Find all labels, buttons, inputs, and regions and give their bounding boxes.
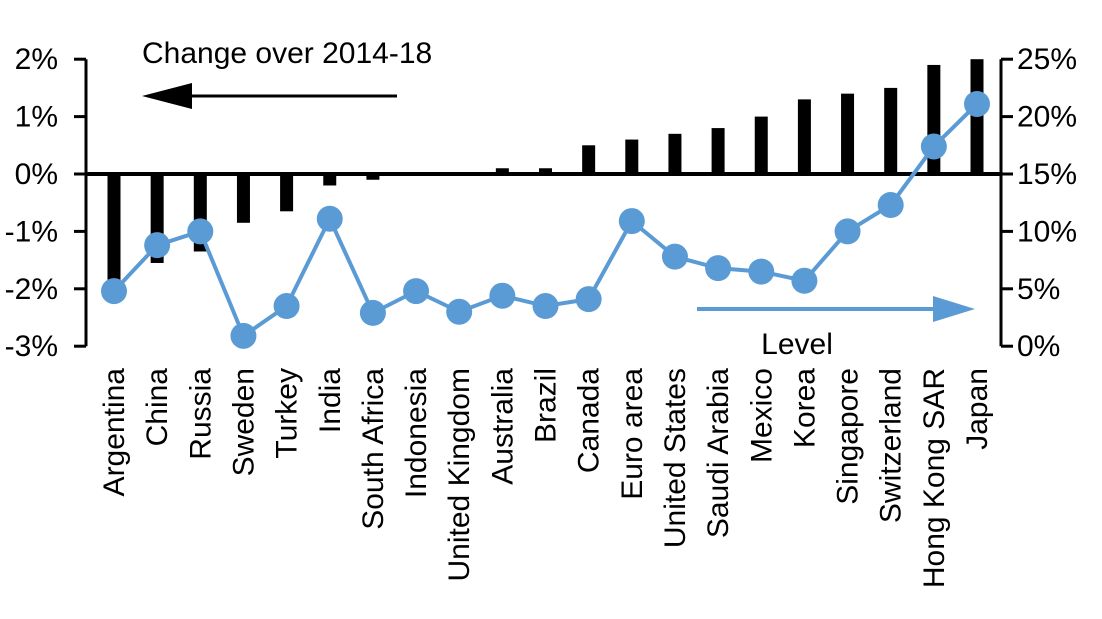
level-dot-china xyxy=(144,232,171,259)
level-dot-canada xyxy=(575,286,602,313)
level-dot-india xyxy=(316,205,343,232)
line-series-level xyxy=(101,90,990,349)
bar-mexico xyxy=(754,116,768,174)
left-axis-tick-label-0: 2% xyxy=(15,43,58,76)
level-dot-united-kingdom xyxy=(446,298,473,325)
level-dot-hong-kong-sar xyxy=(920,133,947,160)
x-label-china: China xyxy=(141,368,174,447)
level-dot-saudi-arabia xyxy=(705,255,732,282)
x-label-japan: Japan xyxy=(961,368,994,450)
right-axis-tick-label-0: 25% xyxy=(1017,43,1077,76)
x-axis-category-labels: Argentina China Russia Sweden Turkey India Sou… xyxy=(98,368,994,588)
bar-australia xyxy=(495,168,509,174)
bar-canada xyxy=(582,145,596,174)
x-label-mexico: Mexico xyxy=(745,368,778,463)
level-dot-turkey xyxy=(273,293,300,320)
level-dot-korea xyxy=(791,267,818,294)
x-label-hong-kong-sar: Hong Kong SAR xyxy=(918,368,951,588)
level-dot-south-africa xyxy=(359,299,386,326)
level-dot-japan xyxy=(964,90,990,117)
bar-euro-area xyxy=(625,139,639,174)
level-dot-argentina xyxy=(101,278,127,305)
level-dot-russia xyxy=(187,218,214,245)
right-pointing-arrow-icon xyxy=(697,296,975,322)
level-dot-brazil xyxy=(532,293,559,320)
x-label-singapore: Singapore xyxy=(832,368,865,505)
x-label-united-states: United States xyxy=(659,368,692,548)
x-label-india: India xyxy=(314,368,347,433)
level-dot-indonesia xyxy=(403,278,430,305)
x-label-argentina: Argentina xyxy=(98,368,131,497)
level-dot-euro-area xyxy=(618,208,645,235)
bar-brazil xyxy=(539,168,552,174)
bar-series-change-over-2014-18 xyxy=(107,59,984,281)
x-label-brazil: Brazil xyxy=(530,368,563,443)
bar-south-africa xyxy=(366,174,380,180)
x-label-south-africa: South Africa xyxy=(357,368,390,530)
left-axis-tick-label-3: -1% xyxy=(5,215,58,248)
annotation-left-series-title: Change over 2014-18 xyxy=(142,37,432,70)
x-label-russia: Russia xyxy=(184,368,217,460)
level-dot-australia xyxy=(489,282,516,309)
x-label-switzerland: Switzerland xyxy=(875,368,908,523)
x-label-australia: Australia xyxy=(486,368,519,485)
left-axis-tick-label-5: -3% xyxy=(5,330,58,363)
bar-korea xyxy=(797,99,811,174)
bar-singapore xyxy=(841,93,855,174)
x-label-sweden: Sweden xyxy=(227,368,260,476)
x-label-united-kingdom: United Kingdom xyxy=(443,368,476,581)
bar-india xyxy=(323,174,337,186)
left-axis-tick-label-4: -2% xyxy=(5,273,58,306)
bar-united-states xyxy=(668,133,682,174)
annotation-right-series-title: Level xyxy=(761,328,833,361)
right-axis-tick-label-4: 5% xyxy=(1017,273,1060,306)
bar-turkey xyxy=(280,174,294,212)
left-axis-tick-label-2: 0% xyxy=(15,158,58,191)
level-dot-united-states xyxy=(661,243,688,270)
x-label-turkey: Turkey xyxy=(271,368,304,459)
level-dot-singapore xyxy=(834,218,861,245)
bar-switzerland xyxy=(884,87,898,174)
level-dot-switzerland xyxy=(877,191,904,218)
x-label-saudi-arabia: Saudi Arabia xyxy=(702,368,735,538)
right-axis-tick-label-2: 15% xyxy=(1017,158,1077,191)
bar-sweden xyxy=(236,174,250,223)
left-pointing-arrow-icon xyxy=(142,83,397,109)
bar-saudi-arabia xyxy=(711,128,725,174)
level-dot-mexico xyxy=(748,258,775,285)
x-label-korea: Korea xyxy=(788,368,821,448)
x-label-canada: Canada xyxy=(573,368,606,473)
right-axis-tick-label-3: 10% xyxy=(1017,215,1077,248)
left-axis-tick-label-1: 1% xyxy=(15,101,58,134)
x-label-indonesia: Indonesia xyxy=(400,368,433,498)
level-dot-sweden xyxy=(230,322,257,349)
right-axis-tick-label-1: 20% xyxy=(1017,101,1077,134)
right-axis-tick-label-5: 0% xyxy=(1017,330,1060,363)
bar-argentina xyxy=(107,174,121,281)
x-label-euro-area: Euro area xyxy=(616,368,649,500)
